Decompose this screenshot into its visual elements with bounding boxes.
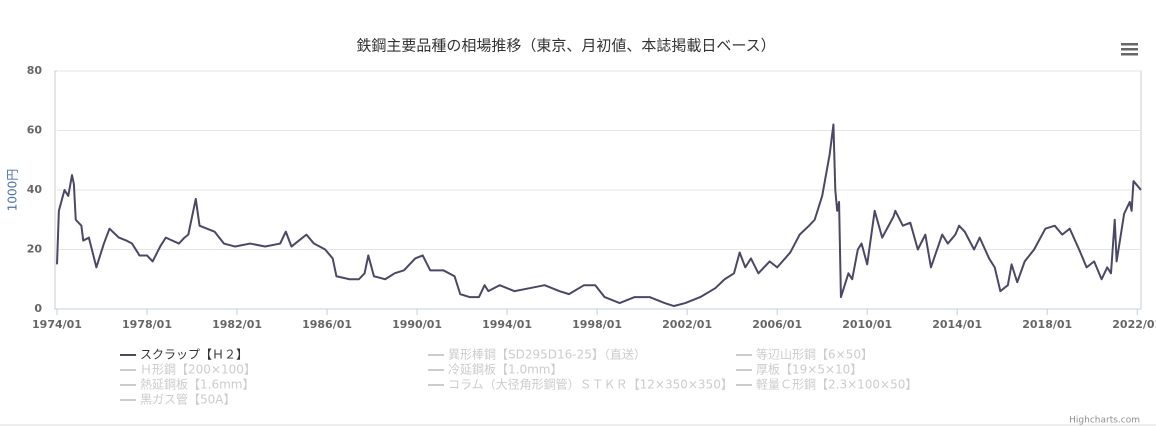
y-tick-label: 60	[27, 124, 43, 137]
series-line	[56, 123, 1142, 308]
menu-bar	[1121, 48, 1138, 51]
y-tick-label: 0	[34, 302, 42, 315]
x-tick-label: 2022/01	[1112, 318, 1156, 331]
legend-item[interactable]: 冷延鋼板【1.0mm】	[448, 363, 562, 377]
legend-item[interactable]: 黒ガス管【50A】	[140, 392, 235, 407]
y-axis-label: 1000円	[6, 169, 20, 212]
legend-item[interactable]: 熱延鋼板【1.6mm】	[140, 378, 254, 392]
legend-item[interactable]: スクラップ【Ｈ２】	[140, 348, 248, 362]
x-tick-label: 1978/01	[122, 318, 172, 331]
menu-bar	[1121, 43, 1138, 46]
x-tick-label: 1990/01	[392, 318, 442, 331]
y-tick-label: 20	[27, 243, 43, 256]
x-tick-label: 2002/01	[662, 318, 712, 331]
legend-item[interactable]: 異形棒鋼【SD295D16-25】（直送）	[448, 347, 646, 362]
legend-item[interactable]: 厚板【19×5×10】	[756, 363, 862, 377]
menu-button[interactable]	[1121, 43, 1138, 56]
legend-item[interactable]: コラム（大径角形鋼管）ＳＴＫＲ【12×350×350】	[448, 377, 733, 392]
y-tick-label: 80	[27, 64, 43, 77]
y-tick-label: 40	[27, 183, 43, 196]
x-tick-label: 1982/01	[212, 318, 262, 331]
menu-bar	[1121, 53, 1138, 56]
legend-item[interactable]: Ｈ形鋼【200×100】	[140, 363, 256, 377]
x-tick-label: 1974/01	[32, 318, 82, 331]
legend-item[interactable]: 等辺山形鋼【6×50】	[756, 348, 873, 362]
x-tick-label: 2006/01	[752, 318, 802, 331]
chart-title: 鉄鋼主要品種の相場推移（東京、月初値、本誌掲載日ベース）	[356, 37, 775, 55]
legend-item[interactable]: 軽量Ｃ形鋼【2.3×100×50】	[756, 378, 917, 392]
credits[interactable]: Highcharts.com	[1069, 416, 1140, 426]
x-tick-label: 2018/01	[1022, 318, 1072, 331]
x-tick-label: 2014/01	[932, 318, 982, 331]
x-tick-label: 1986/01	[302, 318, 352, 331]
x-tick-label: 2010/01	[842, 318, 892, 331]
x-tick-label: 1994/01	[482, 318, 532, 331]
x-tick-label: 1998/01	[572, 318, 622, 331]
